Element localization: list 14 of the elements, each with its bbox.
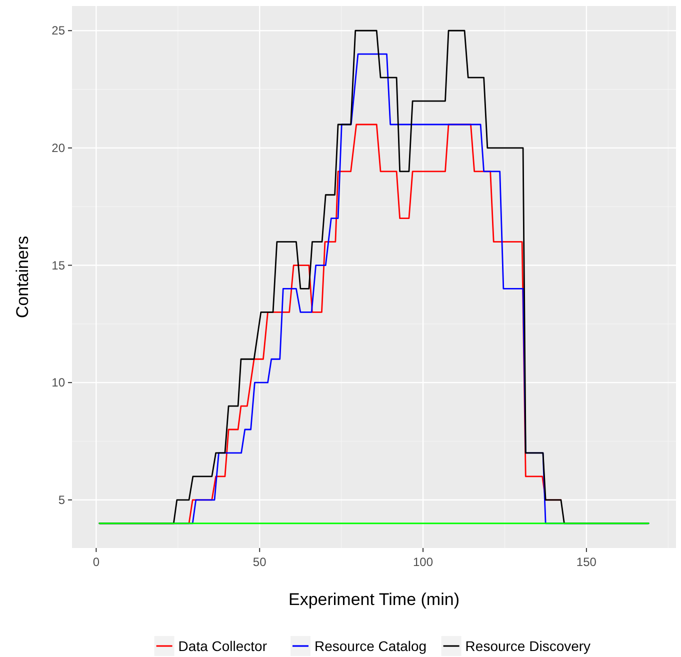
x-tick-label: 0 <box>92 555 100 569</box>
x-axis-title: Experiment Time (min) <box>288 590 460 609</box>
y-tick-label: 15 <box>52 258 66 272</box>
legend-label: Resource Catalog <box>314 638 427 654</box>
legend-label: Data Collector <box>178 638 268 654</box>
legend-label: Resource Discovery <box>465 638 591 654</box>
y-tick-label: 10 <box>52 376 66 390</box>
y-tick-label: 20 <box>52 140 66 155</box>
y-tick-label: 5 <box>58 492 66 507</box>
x-tick-label: 100 <box>413 555 434 569</box>
x-tick-label: 150 <box>576 555 597 569</box>
x-tick-label: 50 <box>252 555 267 569</box>
y-axis-title: Containers <box>13 236 32 318</box>
y-tick-label: 25 <box>52 24 66 38</box>
